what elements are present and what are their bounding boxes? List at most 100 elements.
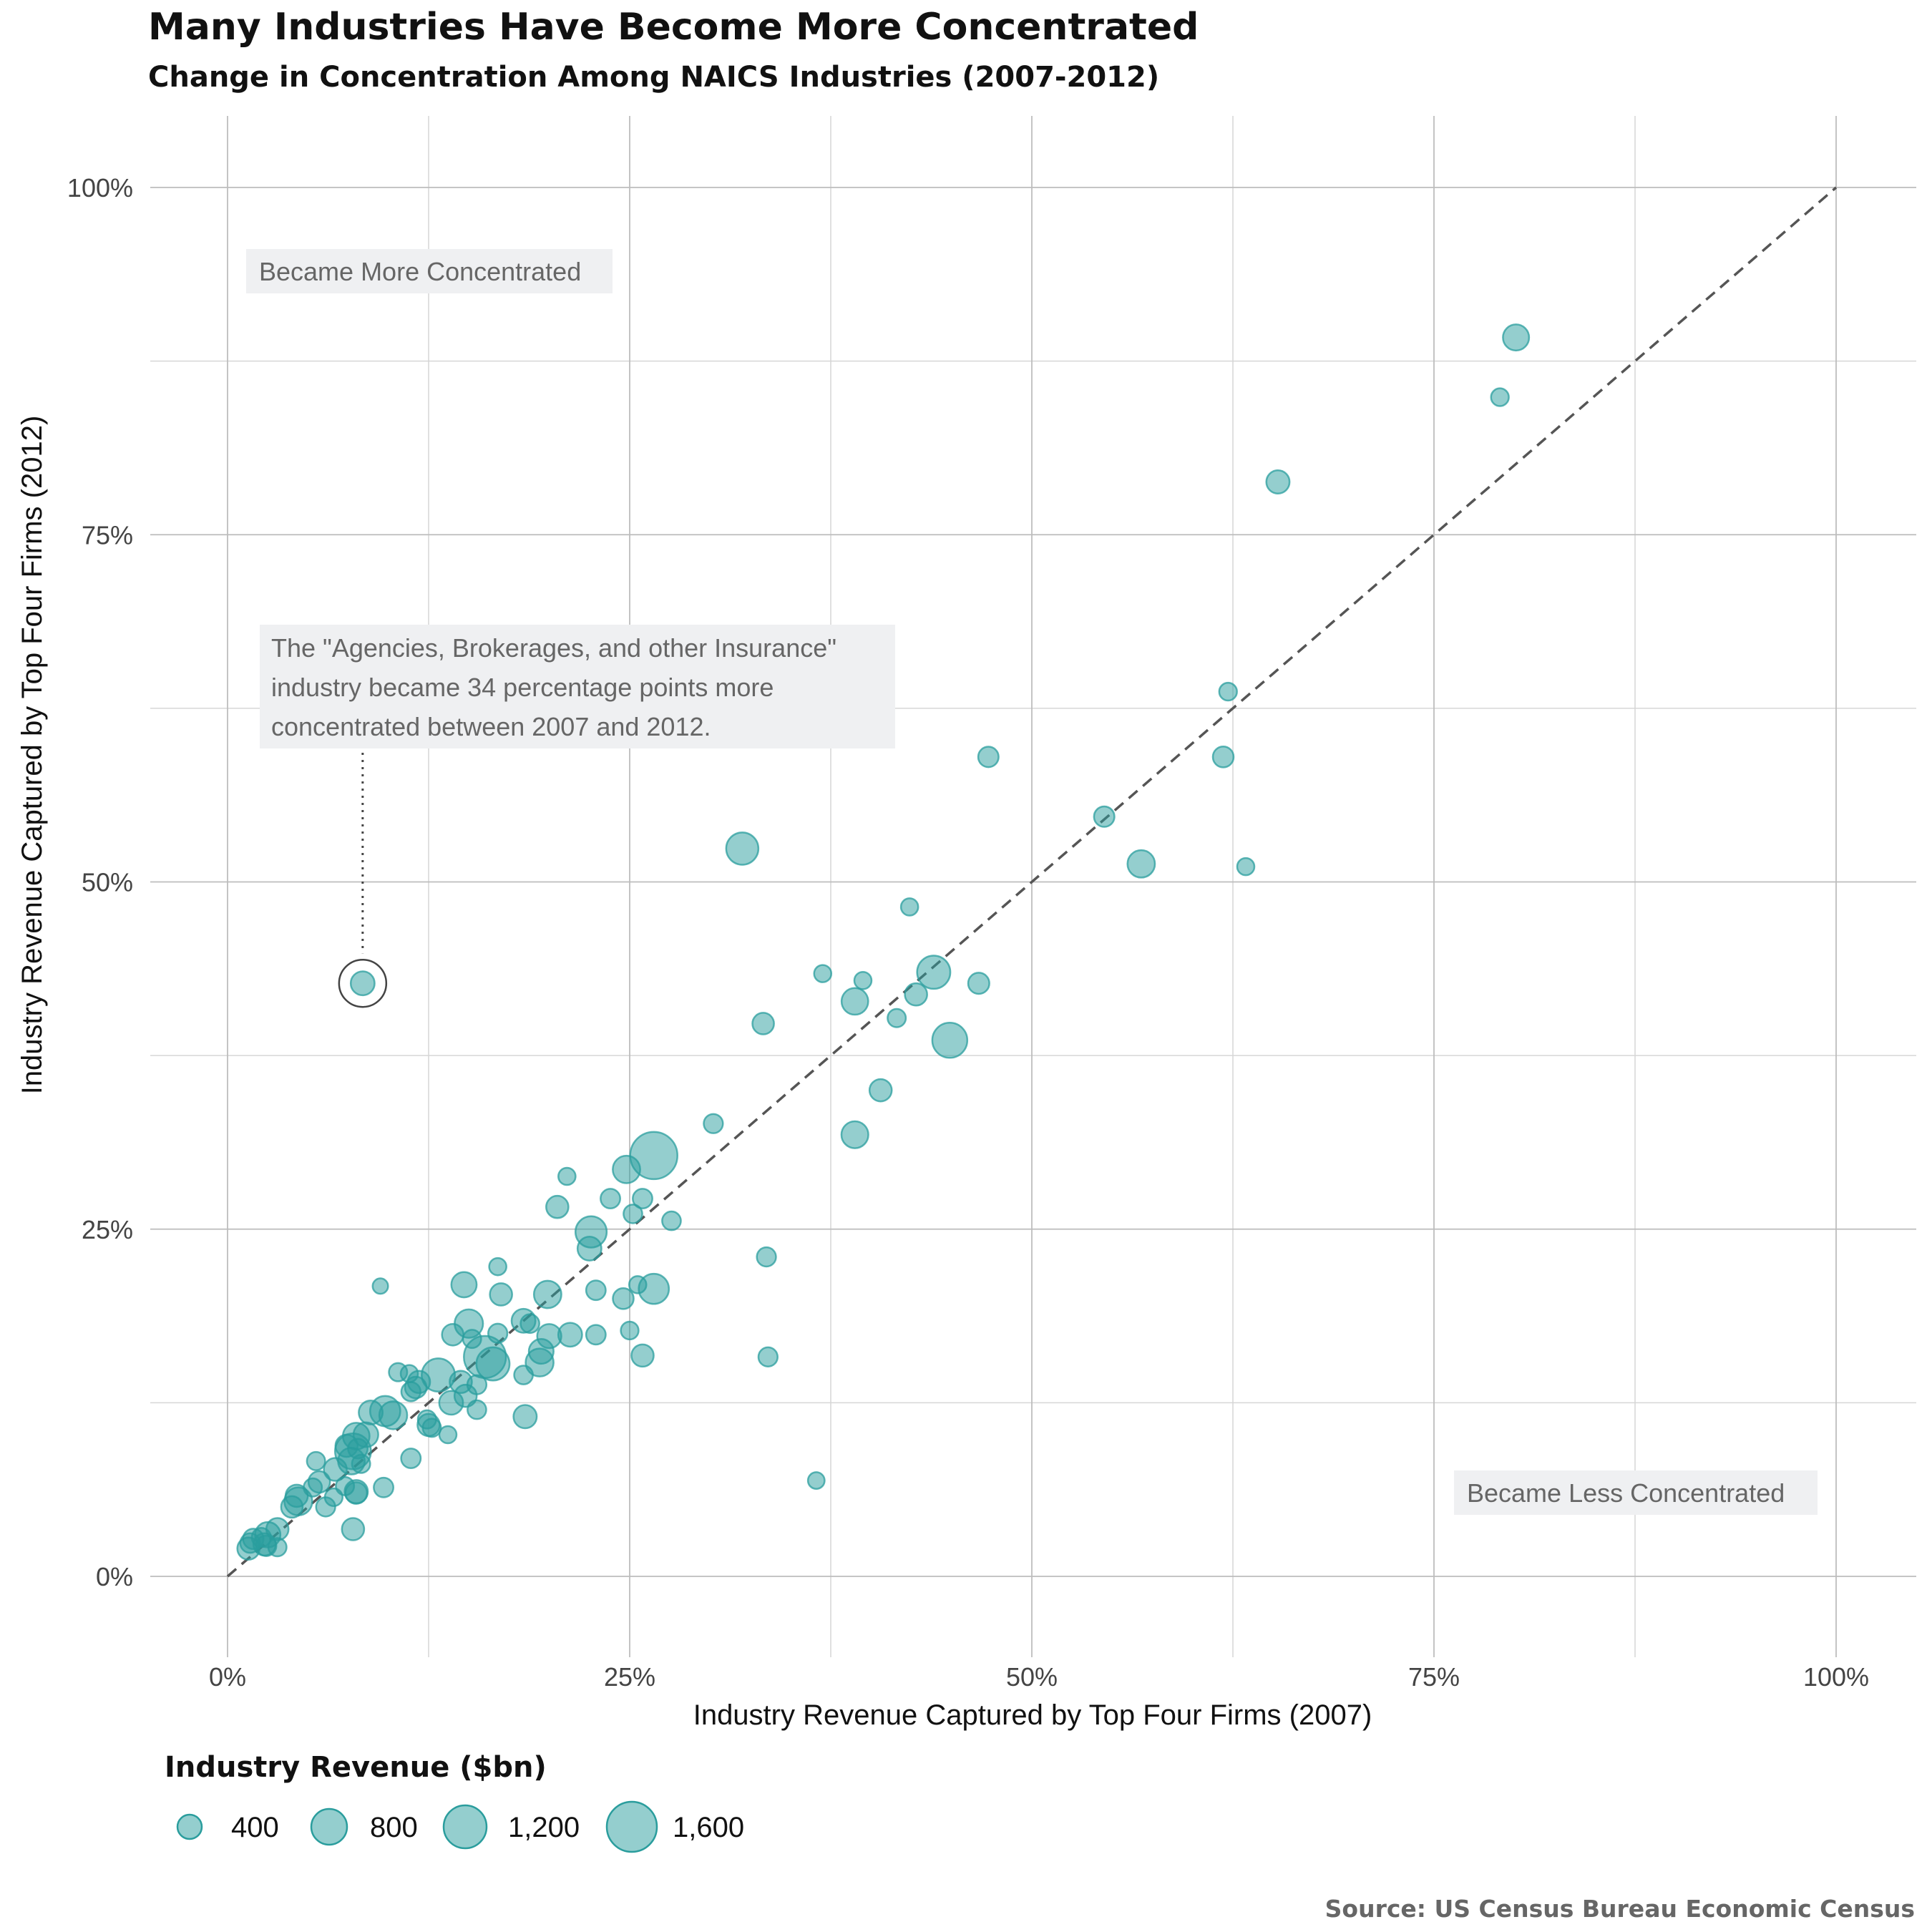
data-point-36: [323, 1457, 348, 1482]
data-point-66: [632, 1188, 653, 1209]
legend-label-1200: 1,200: [508, 1812, 580, 1843]
data-point-104: [557, 1166, 577, 1186]
data-point-13: [378, 1400, 409, 1430]
data-point-83: [519, 1313, 540, 1335]
data-point-100: [1236, 857, 1256, 877]
data-point-58: [967, 972, 990, 995]
y-tick-label-3: 75%: [82, 520, 133, 550]
data-point-92: [306, 1450, 326, 1471]
callout-highlight-ring: [338, 958, 388, 1008]
data-point-80: [250, 1527, 272, 1548]
data-point-98: [620, 1320, 640, 1341]
data-point-67: [585, 1279, 607, 1302]
data-point-62: [1093, 805, 1116, 828]
x-tick-label-0: 0%: [209, 1662, 246, 1692]
data-point-23: [450, 1271, 478, 1299]
more-concentrated-label: Became More Concentrated: [259, 257, 581, 286]
data-point-81: [623, 1204, 643, 1224]
data-point-107: [399, 1364, 419, 1383]
data-point-76: [757, 1346, 779, 1367]
data-point-75: [487, 1322, 509, 1344]
data-point-34: [512, 1404, 538, 1430]
data-point-7: [725, 831, 760, 866]
legend-label-800: 800: [370, 1812, 418, 1843]
data-point-41: [630, 1343, 655, 1368]
data-point-110: [371, 1277, 389, 1295]
data-point-78: [466, 1374, 488, 1395]
data-point-17: [532, 1279, 562, 1309]
data-point-84: [513, 1365, 534, 1385]
less-concentrated-box: [1454, 1470, 1818, 1515]
data-point-32: [358, 1400, 384, 1425]
x-axis-title: Industry Revenue Captured by Top Four Fi…: [693, 1699, 1372, 1731]
data-point-99: [323, 1487, 344, 1508]
legend-swatch-400: [176, 1813, 203, 1840]
legend-swatch-800: [310, 1807, 348, 1846]
data-point-65: [600, 1188, 621, 1209]
data-point-108: [438, 1425, 458, 1445]
data-point-28: [576, 1236, 602, 1262]
data-point-5: [475, 1346, 511, 1382]
y-tick-label-1: 25%: [82, 1215, 133, 1244]
legend-swatch-1600: [605, 1800, 658, 1853]
y-tick-label-4: 100%: [67, 173, 133, 203]
data-point-103: [853, 971, 873, 990]
data-point-77: [400, 1381, 421, 1402]
points-layer: [236, 323, 1531, 1561]
data-point-101: [899, 897, 919, 917]
legend-title: Industry Revenue ($bn): [165, 1751, 547, 1784]
y-axis-title: Industry Revenue Captured by Top Four Fi…: [16, 416, 48, 1095]
data-point-85: [467, 1399, 487, 1420]
data-point-59: [1211, 746, 1235, 769]
chart-subtitle: Change in Concentration Among NAICS Indu…: [148, 61, 1160, 94]
data-point-60: [612, 1287, 635, 1310]
legend-label-400: 400: [231, 1812, 279, 1843]
data-point-22: [1502, 323, 1531, 352]
chart-title: Many Industries Have Become More Concent…: [148, 6, 1199, 49]
highlighted-point: [349, 970, 376, 997]
x-tick-label-1: 25%: [604, 1662, 655, 1692]
data-point-37: [904, 982, 928, 1007]
data-point-33: [1265, 469, 1291, 494]
data-point-86: [887, 1008, 907, 1028]
data-point-95: [267, 1537, 288, 1558]
data-point-106: [628, 1275, 648, 1294]
data-point-40: [489, 1282, 513, 1307]
data-point-82: [661, 1210, 682, 1231]
data-point-30: [557, 1322, 583, 1348]
data-point-57: [280, 1495, 304, 1519]
data-point-48: [341, 1517, 366, 1541]
callout-line-1: The "Agencies, Brokerages, and other Ins…: [271, 633, 836, 663]
data-point-18: [840, 1120, 869, 1149]
data-point-52: [751, 1012, 775, 1035]
data-point-105: [488, 1257, 507, 1277]
data-point-102: [813, 964, 833, 983]
callout-box: [260, 625, 895, 748]
y-tick-label-2: 50%: [82, 868, 133, 897]
data-point-3: [931, 1022, 969, 1059]
data-point-68: [585, 1324, 607, 1346]
data-point-70: [400, 1448, 422, 1469]
data-point-74: [756, 1246, 777, 1268]
y-tick-label-0: 0%: [96, 1562, 133, 1591]
ticks-layer: 0% 25% 50% 75% 100% 0% 25% 50% 75% 100%: [67, 173, 1869, 1692]
data-point-19: [840, 987, 869, 1016]
data-point-53: [441, 1322, 465, 1347]
data-point-15: [1126, 849, 1156, 879]
data-point-71: [373, 1476, 395, 1498]
callout-line-2: industry became 34 percentage points mor…: [271, 673, 774, 702]
data-point-94: [303, 1477, 323, 1498]
legend-swatch-1200: [442, 1804, 488, 1850]
data-point-39: [545, 1194, 570, 1219]
callout-line-3: concentrated between 2007 and 2012.: [271, 712, 711, 741]
data-point-97: [1218, 681, 1238, 702]
data-point-16: [612, 1154, 641, 1184]
data-point-38: [868, 1078, 893, 1103]
data-point-4: [916, 955, 952, 990]
x-tick-label-2: 50%: [1006, 1662, 1058, 1692]
more-concentrated-box: [246, 249, 613, 293]
legend-label-1600: 1,600: [673, 1812, 744, 1843]
data-point-109: [806, 1471, 826, 1490]
less-concentrated-label: Became Less Concentrated: [1467, 1478, 1785, 1508]
